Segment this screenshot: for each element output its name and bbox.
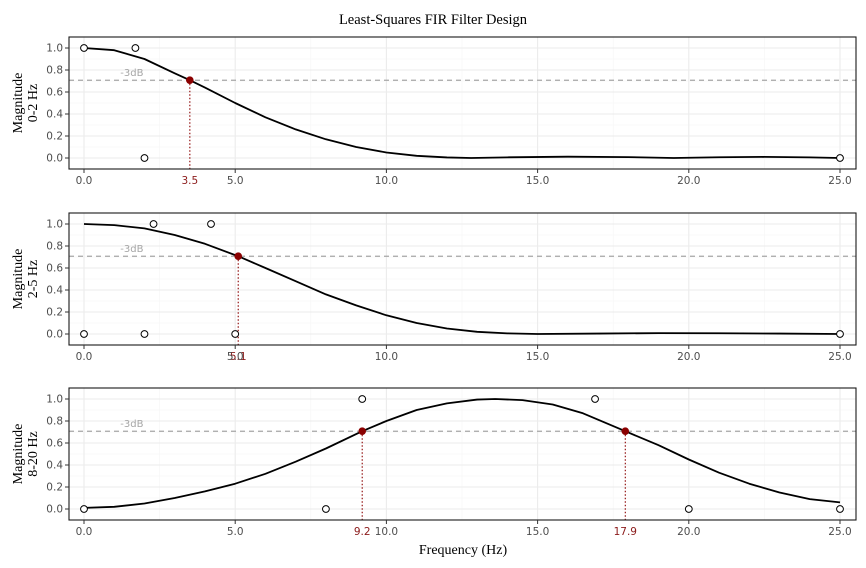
x-tick-label: 20.0 xyxy=(677,351,700,363)
y-axis-label: Magnitude8-20 Hz xyxy=(11,424,41,485)
design-point xyxy=(836,505,844,513)
response-curve xyxy=(83,47,841,159)
design-point xyxy=(149,220,158,228)
design-point xyxy=(140,330,149,338)
response-curve xyxy=(83,398,841,509)
x-tick-label: 20.0 xyxy=(677,526,700,538)
y-tick-label: 0.4 xyxy=(46,285,63,297)
y-tick-label: 1.0 xyxy=(46,43,63,55)
y-axis-label-line1: Magnitude xyxy=(11,73,26,134)
panels-group: -3dB 3.5 0.0 0.2 0.4 0.6 0.8 1.0 0.0 5.0 10.0 15.0 2… xyxy=(11,36,857,538)
design-point xyxy=(207,220,215,228)
reference-label: -3dB xyxy=(120,68,143,79)
y-tick-label: 0.6 xyxy=(46,438,63,450)
panel-border xyxy=(68,36,857,170)
y-tick-label: 0.6 xyxy=(46,87,63,99)
x-tick-label: 15.0 xyxy=(526,351,549,363)
y-tick-label: 0.8 xyxy=(46,241,63,253)
design-point xyxy=(836,154,844,162)
panel-border xyxy=(68,387,857,521)
y-axis-label-line1: Magnitude xyxy=(11,424,26,485)
design-point xyxy=(358,395,367,403)
y-axis-label-line2: 2-5 Hz xyxy=(26,260,41,299)
y-axis-label-line2: 0-2 Hz xyxy=(26,84,41,123)
design-point xyxy=(80,330,88,338)
panel-2: -3dB 5.1 0.0 0.2 0.4 0.6 0.8 1.0 0.0 5.0 10.0 15.0 2… xyxy=(11,212,857,363)
y-tick-label: 0.4 xyxy=(46,109,63,121)
x-tick-label: 5.0 xyxy=(227,526,244,538)
x-tick-label: 5.0 xyxy=(227,175,244,187)
panel-3: -3dB 9.2 17.9 0.0 0.2 0.4 0.6 0.8 1.0 0.0 5.0 10.0 1… xyxy=(11,387,857,538)
reference-label: -3dB xyxy=(120,419,143,430)
y-axis-label-line1: Magnitude xyxy=(11,249,26,310)
design-point xyxy=(684,505,693,513)
design-point xyxy=(322,505,330,513)
x-tick-label: 10.0 xyxy=(375,351,398,363)
design-point xyxy=(80,44,88,52)
x-axis-label: Frequency (Hz) xyxy=(419,543,508,558)
response-curve xyxy=(83,223,841,335)
panel-1: -3dB 3.5 0.0 0.2 0.4 0.6 0.8 1.0 0.0 5.0 10.0 15.0 2… xyxy=(11,36,857,187)
x-tick-label: 15.0 xyxy=(526,175,549,187)
x-tick-label: 15.0 xyxy=(526,526,549,538)
y-axis-label: Magnitude2-5 Hz xyxy=(11,249,41,310)
y-tick-label: 0.6 xyxy=(46,263,63,275)
x-tick-label: 25.0 xyxy=(828,526,851,538)
design-point xyxy=(140,154,149,162)
x-tick-label: 10.0 xyxy=(375,526,398,538)
x-tick-label: 0.0 xyxy=(76,526,93,538)
y-tick-label: 0.0 xyxy=(46,504,63,516)
crossing-point xyxy=(234,252,243,261)
reference-label: -3dB xyxy=(120,244,143,255)
crossing-point xyxy=(186,76,194,85)
x-tick-label: 5.0 xyxy=(227,351,244,363)
y-tick-label: 1.0 xyxy=(46,219,63,231)
design-point xyxy=(591,395,599,403)
x-tick-label: 20.0 xyxy=(677,175,700,187)
crossing-point xyxy=(358,427,367,436)
x-tick-label: 25.0 xyxy=(828,351,851,363)
design-point xyxy=(231,330,240,338)
x-tick-label: 0.0 xyxy=(76,175,93,187)
crossing-point xyxy=(621,427,630,436)
y-tick-label: 0.0 xyxy=(46,153,63,165)
crossing-label: 9.2 xyxy=(354,526,371,538)
y-tick-label: 0.8 xyxy=(46,416,63,428)
y-tick-label: 0.2 xyxy=(46,482,63,494)
panel-border xyxy=(68,212,857,346)
x-tick-label: 10.0 xyxy=(375,175,398,187)
chart-title: Least-Squares FIR Filter Design xyxy=(339,12,528,28)
y-tick-label: 0.2 xyxy=(46,307,63,319)
design-point xyxy=(131,44,140,52)
x-tick-label: 25.0 xyxy=(828,175,851,187)
y-tick-label: 0.8 xyxy=(46,65,63,77)
crossing-label: 5.1 xyxy=(230,351,247,363)
y-tick-label: 0.0 xyxy=(46,329,63,341)
y-axis-label-line2: 8-20 Hz xyxy=(26,431,41,477)
design-point xyxy=(80,505,88,513)
crossing-label: 17.9 xyxy=(614,526,637,538)
y-axis-label: Magnitude0-2 Hz xyxy=(11,73,41,134)
crossing-label: 3.5 xyxy=(181,175,198,187)
y-tick-label: 0.2 xyxy=(46,131,63,143)
design-point xyxy=(836,330,844,338)
y-tick-label: 0.4 xyxy=(46,460,63,472)
x-tick-label: 0.0 xyxy=(76,351,93,363)
y-tick-label: 1.0 xyxy=(46,394,63,406)
